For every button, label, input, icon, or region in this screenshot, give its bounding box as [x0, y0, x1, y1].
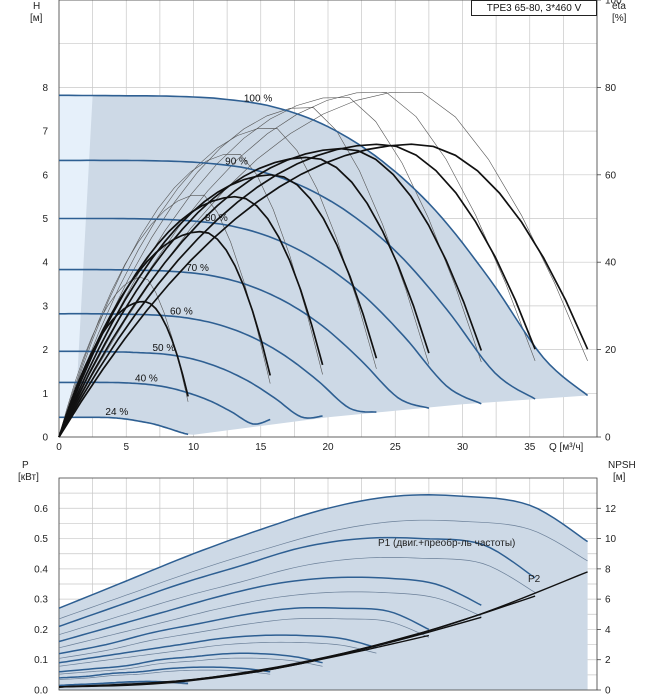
qh-ytick-right: 60 — [605, 170, 617, 181]
qh-ytick-left: 0 — [42, 433, 48, 444]
p2-curve-90 — [58, 557, 536, 636]
power-ytick-right: 0 — [605, 686, 611, 697]
qh-curve-70 — [59, 268, 430, 409]
qh-curve-100 — [59, 94, 589, 397]
qh-ytick-right: 100 — [605, 0, 622, 7]
eta-curves — [58, 143, 589, 438]
qh-ytick-right: 20 — [605, 345, 617, 356]
p1-curve-40 — [58, 666, 271, 679]
qh-xtick: 35 — [524, 442, 536, 453]
qh-chart: 100 % 90 % 80 % 70 % 60 % 50 % 40 % 24 % 0 1 2 3 4 5 6… — [30, 0, 627, 453]
npsh-curves — [58, 571, 588, 688]
pump-model-label: TPE3 65-80, 3*460 V — [471, 0, 597, 16]
power-ytick-left: 0.4 — [34, 564, 48, 575]
p2-curve-50 — [58, 657, 323, 675]
qh-ylabel-right: eta — [612, 1, 626, 12]
speed-label: 90 % — [225, 156, 248, 167]
npsh-curve-70 — [58, 634, 430, 688]
eta-curve-100 — [58, 143, 589, 438]
qh-ylabel-right-unit: [%] — [612, 13, 627, 24]
p1-curve-70 — [58, 606, 430, 655]
power-envelope — [59, 494, 588, 690]
speed-label: 40 % — [135, 373, 158, 384]
qh-curve-24 — [59, 416, 189, 436]
qh-xtick: 15 — [255, 442, 267, 453]
p1-curve-80 — [58, 576, 482, 643]
qh-xtick: 10 — [188, 442, 200, 453]
power-ytick-left: 0.6 — [34, 504, 48, 515]
power-ytick-right: 2 — [605, 655, 611, 666]
qh-xtick: 25 — [390, 442, 402, 453]
power-ytick-left: 0.2 — [34, 625, 48, 636]
p2-curve-100 — [58, 519, 588, 620]
qh-ytick-left: 3 — [42, 301, 48, 312]
eta-curve-70 — [58, 156, 430, 438]
p1-curve-90 — [58, 536, 536, 628]
qh-xtick: 30 — [457, 442, 469, 453]
p1-curve-60 — [58, 634, 377, 664]
power-ylabel-left-unit: [кВт] — [18, 472, 39, 483]
p1-annotation: P1 (двиг.+преобр-ль частоты) — [378, 537, 515, 549]
qh-xtick: 20 — [322, 442, 334, 453]
p2-curves — [58, 519, 588, 687]
p2-curve-80 — [58, 591, 482, 649]
p2-curve-60 — [58, 641, 377, 667]
power-ytick-left: 0.5 — [34, 534, 48, 545]
p2-annotation: P2 — [528, 574, 541, 585]
eta-iso-curve — [58, 276, 189, 438]
npsh-ylabel-right-unit: [м] — [613, 472, 626, 483]
speed-label: 24 % — [105, 407, 128, 418]
qh-ytick-left: 8 — [42, 83, 48, 94]
power-ylabel-left: P — [22, 460, 29, 471]
eta-iso-curve — [58, 128, 377, 438]
qh-xtick: 0 — [56, 442, 62, 453]
qh-xlabel: Q [м³/ч] — [549, 442, 584, 453]
qh-ytick-left: 4 — [42, 258, 48, 269]
eta-iso-curve — [58, 97, 482, 438]
qh-ytick-right: 0 — [605, 433, 611, 444]
power-ytick-right: 4 — [605, 625, 611, 636]
power-ytick-right: 12 — [605, 504, 617, 515]
power-frame — [58, 477, 598, 691]
eta-curve-90 — [58, 143, 536, 438]
npsh-ylabel-right: NPSH — [608, 460, 636, 471]
qh-ytick-right: 40 — [605, 258, 617, 269]
eta-curve-24 — [58, 300, 189, 438]
speed-label: 50 % — [153, 343, 176, 354]
qh-curve-80 — [59, 217, 482, 405]
eta-curve-60 — [58, 173, 378, 438]
qh-left-band — [59, 95, 93, 418]
p2-curve-40 — [58, 669, 271, 680]
qh-ytick-left: 2 — [42, 345, 48, 356]
qh-ytick-left: 1 — [42, 389, 48, 400]
power-ytick-right: 10 — [605, 534, 617, 545]
speed-label: 70 % — [186, 263, 209, 274]
qh-ytick-left: 5 — [42, 214, 48, 225]
power-ytick-right: 6 — [605, 595, 611, 606]
qh-ylabel-left: H — [33, 1, 40, 12]
speed-label: 100 % — [244, 94, 272, 105]
power-ytick-right: 8 — [605, 564, 611, 575]
p1-curve-50 — [58, 652, 323, 673]
p1-curves — [58, 494, 589, 687]
qh-ytick-left: 6 — [42, 170, 48, 181]
p2-curve-70 — [58, 618, 430, 659]
qh-ytick-right: 80 — [605, 83, 617, 94]
power-ytick-left: 0.1 — [34, 655, 48, 666]
qh-xtick: 5 — [123, 442, 129, 453]
qh-curve-50 — [59, 350, 323, 419]
eta-curve-80 — [58, 147, 483, 438]
qh-ytick-left: 7 — [42, 127, 48, 138]
qh-ylabel-left-unit: [м] — [30, 13, 43, 24]
speed-label: 60 % — [170, 306, 193, 317]
speed-label: 80 % — [205, 213, 228, 224]
qh-curve-90 — [59, 159, 536, 400]
p1-curve-100 — [58, 494, 589, 609]
power-ytick-left: 0.3 — [34, 595, 48, 606]
power-npsh-chart: 0.0 0.1 0.2 0.3 0.4 0.5 0.6 0 2 4 6 8 10 12 P[кВт] NPSH… — [18, 460, 636, 697]
eta-iso-curve — [58, 107, 430, 438]
power-ytick-left: 0.0 — [34, 686, 48, 697]
